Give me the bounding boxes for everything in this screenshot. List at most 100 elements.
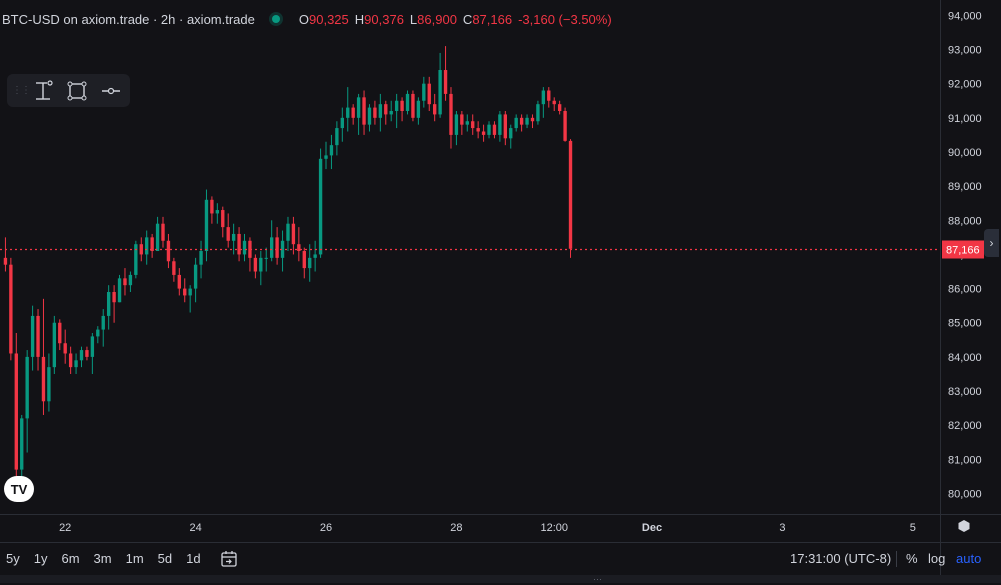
candle-body (416, 100, 421, 118)
candle-body (90, 336, 95, 357)
candle-body (231, 233, 236, 241)
candle-body (150, 237, 154, 252)
price-tick-label: 85,000 (948, 318, 982, 330)
range-1d[interactable]: 1d (186, 551, 201, 566)
candle-body (432, 104, 437, 115)
auto-toggle[interactable]: auto (956, 551, 982, 566)
candle-body (471, 121, 475, 129)
range-1y[interactable]: 1y (33, 551, 48, 566)
market-status-icon[interactable] (268, 12, 283, 26)
candle-body (411, 93, 415, 118)
grip-icon[interactable]: ⋮⋮ (12, 84, 31, 96)
candle-body (85, 350, 89, 357)
candle-body (14, 353, 18, 470)
time-tick-label: 26 (320, 522, 332, 534)
candle-body (259, 257, 263, 272)
low-label: L (409, 11, 418, 27)
candle-body (454, 114, 459, 135)
price-axis: 80,000 81,000 82,000 83,000 84,000 85,000 86,0… (940, 0, 984, 583)
window-bottom-edge (0, 575, 1001, 583)
change-value: -3,160 (−3.50%) (518, 11, 612, 27)
price-tick-label: 93,000 (948, 45, 982, 57)
price-tick-label: 84,000 (948, 352, 982, 364)
candle-body (20, 418, 24, 470)
candle-body (465, 121, 469, 125)
candle-body (74, 360, 78, 368)
candle-body (356, 97, 361, 118)
calendar-goto-icon[interactable] (219, 549, 239, 569)
candle-body (248, 240, 252, 258)
candle-body (335, 128, 339, 146)
price-tick-label: 94,000 (948, 10, 982, 22)
bottom-toolbar: 5y 1y 6m 3m 1m 5d 1d 17:31:00 (UTC-8) % … (0, 542, 1001, 575)
horizontal-line-icon[interactable] (96, 76, 126, 106)
candle-body (183, 288, 187, 296)
candle-body (188, 288, 192, 296)
percent-toggle[interactable]: % (906, 551, 918, 566)
tradingview-logo[interactable]: TV (4, 476, 34, 502)
candle-body (297, 244, 301, 252)
candle-body (3, 257, 8, 265)
measure-icon[interactable] (28, 76, 58, 106)
time-tick-label: Dec (642, 522, 662, 534)
candle-body (373, 107, 377, 118)
candle-body (101, 315, 105, 330)
range-3m[interactable]: 3m (93, 551, 112, 566)
chart-legend: BTC-USD on axiom.trade · 2h · axiom.trad… (2, 10, 612, 28)
time-tick-label: 28 (450, 522, 462, 534)
candle-body (253, 257, 258, 272)
time-axis: 22 24 26 28 12:00 Dec 3 5 (0, 514, 1001, 543)
candle-body (117, 278, 122, 303)
candle-body (481, 131, 486, 135)
price-tick-label: 86,000 (948, 284, 982, 296)
candle-body (514, 117, 518, 129)
price-tick-label: 81,000 (948, 454, 982, 466)
timezone-label[interactable]: 17:31:00 (UTC-8) (790, 551, 892, 566)
symbol-title[interactable]: BTC-USD on axiom.trade · 2h · axiom.trad… (2, 11, 255, 27)
candle-body (112, 292, 116, 303)
price-tick-label: 82,000 (948, 420, 982, 432)
resize-handle-icon[interactable]: ⋯ (593, 574, 603, 584)
candle-body (346, 107, 350, 118)
scroll-right-icon[interactable]: › (984, 229, 999, 257)
candle-body (449, 93, 453, 135)
range-5y[interactable]: 5y (6, 551, 20, 566)
rectangle-icon[interactable] (62, 76, 92, 106)
candle-body (536, 104, 540, 122)
candle-body (264, 257, 268, 259)
candle-body (389, 110, 393, 115)
time-tick-label: 12:00 (540, 522, 568, 534)
candle-body (68, 353, 73, 368)
candle-body (106, 292, 111, 316)
candle-body (52, 322, 57, 368)
candle-body (58, 322, 62, 344)
candle-body (237, 233, 241, 255)
candle-body (438, 70, 442, 115)
last-price-badge (942, 240, 984, 259)
candle-body (378, 104, 383, 118)
candle-body (226, 227, 230, 241)
candle-body (460, 114, 464, 125)
candle-body (367, 107, 372, 125)
candle-body (329, 145, 334, 156)
hexagon-icon[interactable] (957, 519, 971, 533)
candle-body (351, 107, 355, 118)
range-6m[interactable]: 6m (61, 551, 80, 566)
low-value: 86,900 (417, 11, 457, 27)
candle-body (362, 97, 366, 125)
range-5d[interactable]: 5d (157, 551, 173, 566)
candle-body (384, 104, 388, 115)
open-label: O (298, 11, 309, 27)
close-value: 87,166 (472, 11, 513, 27)
candle-body (313, 254, 317, 258)
candle-body (221, 210, 225, 228)
log-toggle[interactable]: log (928, 551, 946, 566)
candle-body (443, 70, 448, 94)
plot-area (0, 46, 940, 480)
candle-body (63, 343, 67, 354)
candle-body (476, 128, 480, 132)
candle-body (509, 128, 513, 139)
range-1m[interactable]: 1m (125, 551, 144, 566)
candle-body (128, 274, 133, 286)
